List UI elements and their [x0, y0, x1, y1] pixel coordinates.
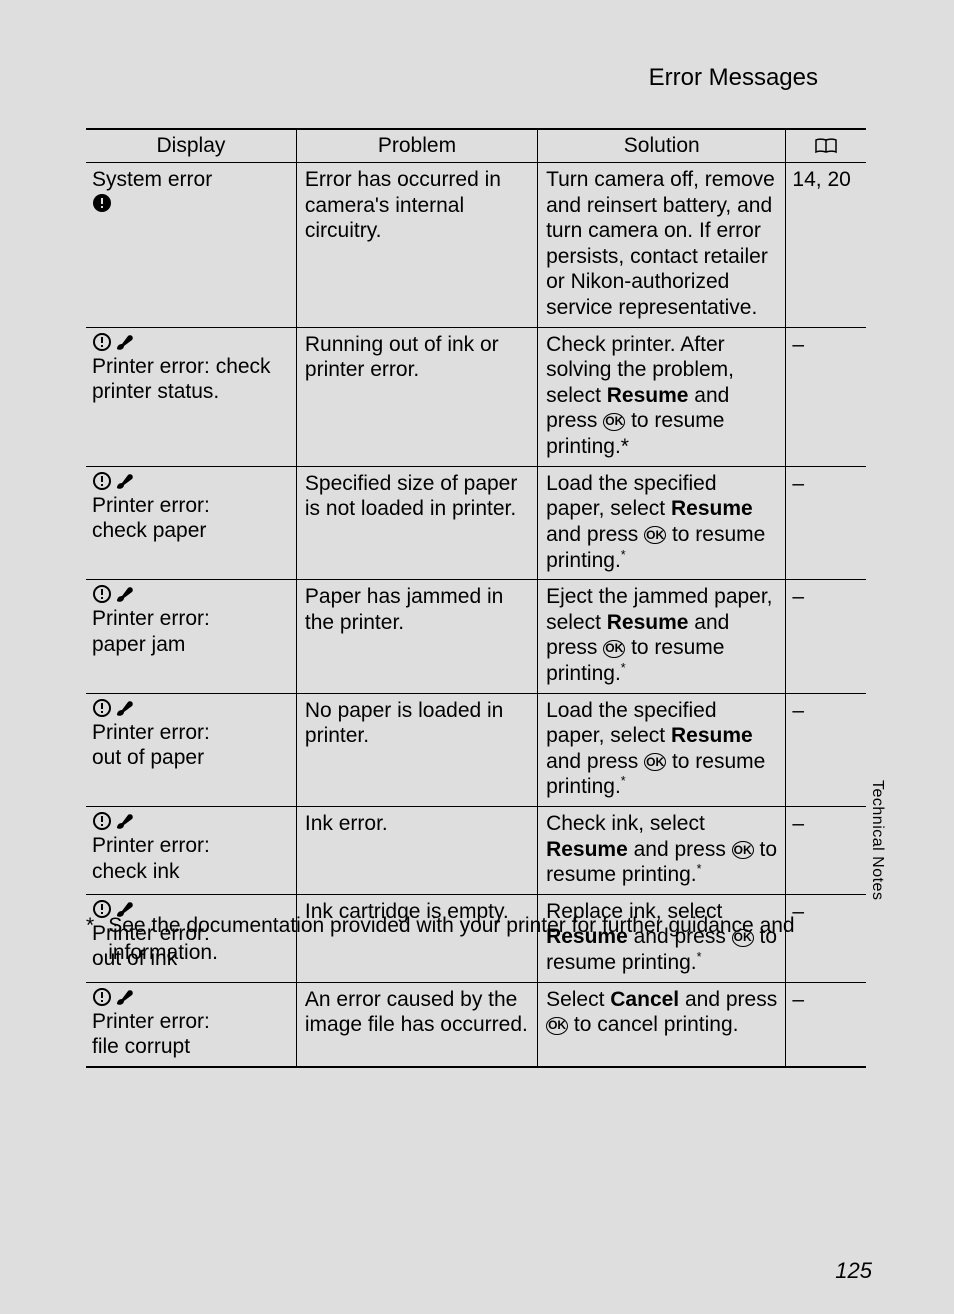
brush-icon: [114, 811, 134, 831]
display-text: Printer error: check printer status.: [92, 354, 288, 405]
problem-cell: Ink error.: [296, 807, 537, 895]
ok-button-icon: OK: [644, 526, 666, 544]
reference-cell: –: [786, 466, 866, 579]
solution-cell: Check printer. After solving the problem…: [538, 327, 786, 466]
display-text: Printer error:: [92, 493, 288, 519]
ok-button-icon: OK: [546, 1017, 568, 1035]
display-cell: Printer error:paper jam: [86, 580, 296, 693]
page-number: 125: [835, 1258, 872, 1284]
lock-icon: [92, 193, 112, 213]
footnote-marker: *: [86, 912, 94, 967]
book-icon: [792, 137, 860, 155]
brush-icon: [114, 332, 134, 352]
footnote: * See the documentation provided with yo…: [86, 912, 866, 967]
display-text: check ink: [92, 859, 288, 885]
warning-icon: [92, 332, 112, 352]
table-row: Printer error:file corruptAn error cause…: [86, 982, 866, 1067]
solution-cell: Select Cancel and press OK to cancel pri…: [538, 982, 786, 1067]
reference-cell: 14, 20: [786, 163, 866, 328]
bold-text: Resume: [607, 384, 689, 407]
brush-icon: [114, 471, 134, 491]
bold-text: Resume: [671, 497, 753, 520]
brush-icon: [114, 698, 134, 718]
problem-cell: Error has occurred in camera's internal …: [296, 163, 537, 328]
table-row: Printer error:out of paperNo paper is lo…: [86, 693, 866, 806]
solution-cell: Check ink, select Resume and press OK to…: [538, 807, 786, 895]
side-tab-label: Technical Notes: [868, 780, 886, 900]
col-reference: [786, 129, 866, 163]
footnote-ref: *: [621, 661, 626, 675]
footnote-ref: *: [621, 548, 626, 562]
display-cell: Printer error:out of paper: [86, 693, 296, 806]
footnote-ref: *: [621, 774, 626, 788]
display-text: Printer error:: [92, 1009, 288, 1035]
reference-cell: –: [786, 580, 866, 693]
reference-cell: –: [786, 327, 866, 466]
display-text: file corrupt: [92, 1034, 288, 1060]
table-row: Printer error:paper jamPaper has jammed …: [86, 580, 866, 693]
problem-cell: Running out of ink or printer error.: [296, 327, 537, 466]
display-cell: Printer error:check paper: [86, 466, 296, 579]
display-text: out of paper: [92, 745, 288, 771]
footnote-ref: *: [697, 862, 702, 876]
ok-button-icon: OK: [732, 841, 754, 859]
solution-cell: Load the specified paper, select Resume …: [538, 693, 786, 806]
ok-button-icon: OK: [603, 640, 625, 658]
problem-cell: No paper is loaded in printer.: [296, 693, 537, 806]
reference-cell: –: [786, 807, 866, 895]
bold-text: Resume: [607, 611, 689, 634]
display-text: Printer error:: [92, 606, 288, 632]
ok-button-icon: OK: [603, 413, 625, 431]
problem-cell: Specified size of paper is not loaded in…: [296, 466, 537, 579]
display-cell: Printer error:check ink: [86, 807, 296, 895]
bold-text: Resume: [671, 724, 753, 747]
display-text: check paper: [92, 518, 288, 544]
page: Error Messages Display Problem Solution: [58, 0, 896, 1314]
problem-cell: An error caused by the image file has oc…: [296, 982, 537, 1067]
footnote-text: See the documentation provided with your…: [108, 912, 866, 967]
col-problem: Problem: [296, 129, 537, 163]
display-text: Printer error:: [92, 833, 288, 859]
display-text: paper jam: [92, 632, 288, 658]
col-solution: Solution: [538, 129, 786, 163]
page-title: Error Messages: [649, 64, 818, 92]
reference-cell: –: [786, 982, 866, 1067]
solution-cell: Eject the jammed paper, select Resume an…: [538, 580, 786, 693]
display-text: Printer error:: [92, 720, 288, 746]
table-row: Printer error:check inkInk error.Check i…: [86, 807, 866, 895]
problem-cell: Paper has jammed in the printer.: [296, 580, 537, 693]
table-row: Printer error:check paperSpecified size …: [86, 466, 866, 579]
bold-text: Resume: [546, 838, 628, 861]
warning-icon: [92, 584, 112, 604]
display-cell: System error: [86, 163, 296, 328]
table-header-row: Display Problem Solution: [86, 129, 866, 163]
bold-text: Cancel: [610, 988, 679, 1011]
display-cell: Printer error:file corrupt: [86, 982, 296, 1067]
warning-icon: [92, 811, 112, 831]
display-text: System error: [92, 167, 288, 193]
ok-button-icon: OK: [644, 753, 666, 771]
warning-icon: [92, 987, 112, 1007]
col-display: Display: [86, 129, 296, 163]
brush-icon: [114, 987, 134, 1007]
warning-icon: [92, 698, 112, 718]
display-cell: Printer error: check printer status.: [86, 327, 296, 466]
table-row: System error Error has occurred in camera…: [86, 163, 866, 328]
brush-icon: [114, 584, 134, 604]
solution-cell: Load the specified paper, select Resume …: [538, 466, 786, 579]
warning-icon: [92, 471, 112, 491]
table-row: Printer error: check printer status.Runn…: [86, 327, 866, 466]
reference-cell: –: [786, 693, 866, 806]
solution-cell: Turn camera off, remove and reinsert bat…: [538, 163, 786, 328]
